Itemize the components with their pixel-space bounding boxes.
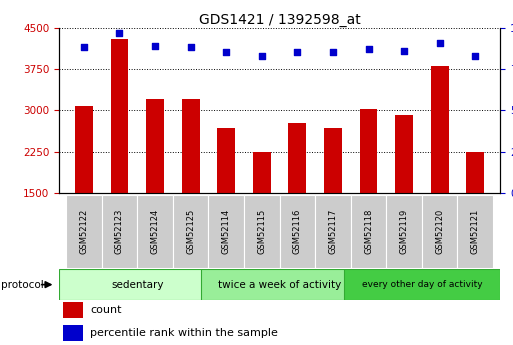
Bar <box>208 195 244 268</box>
Bar <box>458 195 493 268</box>
Point <box>115 30 124 35</box>
Point <box>293 50 302 55</box>
Bar <box>253 152 271 193</box>
Bar <box>315 195 351 268</box>
Bar <box>64 302 83 318</box>
Text: GSM52125: GSM52125 <box>186 208 195 254</box>
Point <box>436 40 444 45</box>
Bar <box>64 325 83 341</box>
Point <box>151 43 159 49</box>
Bar <box>244 195 280 268</box>
Bar <box>431 66 448 193</box>
Text: GSM52119: GSM52119 <box>400 208 409 254</box>
Bar <box>182 99 200 193</box>
Text: protocol: protocol <box>1 280 44 289</box>
Bar <box>422 195 458 268</box>
Point <box>258 53 266 59</box>
Text: GSM52116: GSM52116 <box>293 208 302 254</box>
Bar <box>66 195 102 268</box>
Bar <box>395 115 413 193</box>
Title: GDS1421 / 1392598_at: GDS1421 / 1392598_at <box>199 12 361 27</box>
Text: twice a week of activity: twice a week of activity <box>218 280 341 289</box>
Text: GSM52120: GSM52120 <box>435 208 444 254</box>
Bar <box>75 106 93 193</box>
Bar <box>280 195 315 268</box>
Bar <box>218 128 235 193</box>
Bar <box>102 195 137 268</box>
Bar <box>324 128 342 193</box>
Bar <box>360 109 378 193</box>
Bar <box>351 195 386 268</box>
Point <box>187 45 195 50</box>
Point <box>400 48 408 53</box>
Text: sedentary: sedentary <box>111 280 164 289</box>
Text: GSM52114: GSM52114 <box>222 208 231 254</box>
Point <box>80 45 88 50</box>
Bar <box>288 122 306 193</box>
Bar <box>386 195 422 268</box>
Bar <box>146 99 164 193</box>
Text: GSM52115: GSM52115 <box>258 208 266 254</box>
Text: GSM52123: GSM52123 <box>115 208 124 254</box>
Text: count: count <box>90 305 122 315</box>
Text: GSM52122: GSM52122 <box>80 208 88 254</box>
Text: GSM52124: GSM52124 <box>150 208 160 254</box>
Bar <box>59 269 215 300</box>
Text: GSM52117: GSM52117 <box>328 208 338 254</box>
Bar <box>466 152 484 193</box>
Text: GSM52121: GSM52121 <box>471 208 480 254</box>
Text: every other day of activity: every other day of activity <box>362 280 482 289</box>
Bar <box>201 269 358 300</box>
Bar <box>111 39 128 193</box>
Text: GSM52118: GSM52118 <box>364 208 373 254</box>
Bar <box>344 269 500 300</box>
Bar <box>137 195 173 268</box>
Point <box>471 53 479 59</box>
Point <box>329 50 337 55</box>
Bar <box>173 195 208 268</box>
Point <box>364 46 372 52</box>
Point <box>222 50 230 55</box>
Text: percentile rank within the sample: percentile rank within the sample <box>90 328 278 338</box>
